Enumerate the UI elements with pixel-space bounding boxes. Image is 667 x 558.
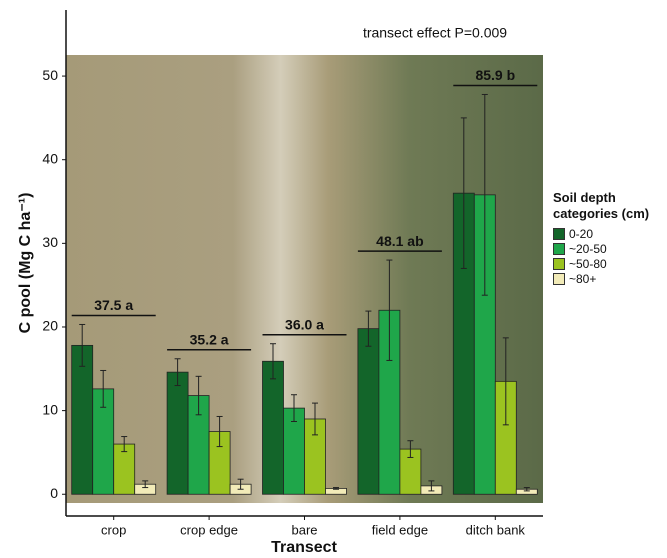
y-tick-label: 0 [50, 485, 58, 501]
legend-item: ~20-50 [553, 241, 665, 256]
legend-title: Soil depth categories (cm) [553, 190, 665, 222]
legend-item: 0-20 [553, 226, 665, 241]
y-tick-label: 40 [42, 150, 58, 166]
bar [72, 345, 93, 494]
group-label: 36.0 a [285, 316, 324, 332]
legend-item: ~80+ [553, 271, 665, 286]
group-label: 35.2 a [190, 331, 229, 347]
group-label: 37.5 a [94, 297, 133, 313]
legend-swatch [553, 258, 565, 270]
legend-label: ~20-50 [569, 242, 607, 256]
annotation: transect effect P=0.009 [363, 25, 507, 41]
x-axis-title: Transect [271, 539, 337, 556]
y-tick-label: 10 [42, 401, 58, 417]
legend-label: ~50-80 [569, 257, 607, 271]
y-axis-title: C pool (Mg C ha⁻¹) [17, 193, 34, 334]
x-tick-label: bare [291, 522, 317, 537]
x-tick-label: field edge [372, 522, 428, 537]
bar [167, 372, 188, 494]
page: transect effect P=0.009 Transect C pool … [0, 0, 667, 558]
group-label: 85.9 b [475, 67, 515, 83]
x-tick-label: crop edge [180, 522, 238, 537]
legend-swatch [553, 243, 565, 255]
y-tick-label: 50 [42, 67, 58, 83]
bar [358, 329, 379, 495]
y-tick-label: 20 [42, 318, 58, 334]
legend-label: ~80+ [569, 272, 596, 286]
x-tick-label: ditch bank [466, 522, 526, 537]
legend-swatch [553, 273, 565, 285]
legend-swatch [553, 228, 565, 240]
legend-label: 0-20 [569, 227, 593, 241]
legend: Soil depth categories (cm) 0-20~20-50~50… [553, 190, 665, 286]
y-tick-label: 30 [42, 234, 58, 250]
group-label: 48.1 ab [376, 233, 423, 249]
bar [263, 361, 284, 494]
legend-item: ~50-80 [553, 256, 665, 271]
x-tick-label: crop [101, 522, 126, 537]
